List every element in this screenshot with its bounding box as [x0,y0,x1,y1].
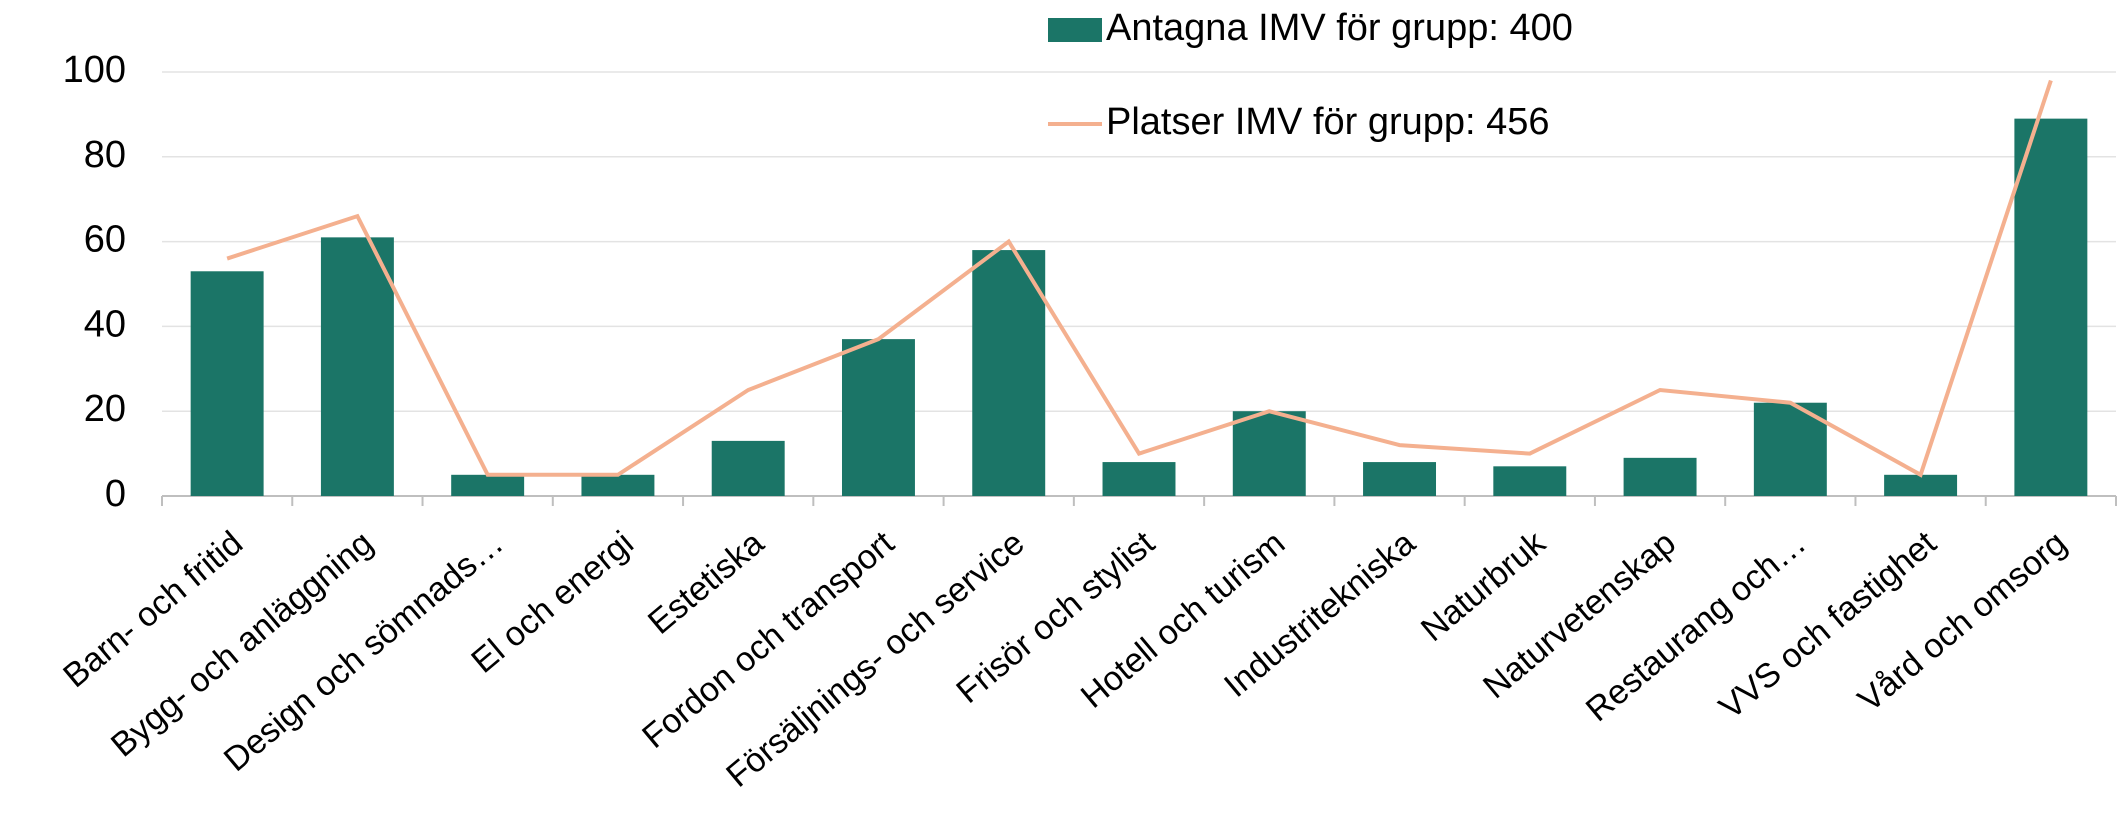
bar [320,237,394,497]
x-tick-label: Estetiska [641,524,771,642]
y-tick-label: 0 [105,473,126,515]
y-tick-label: 20 [84,388,126,430]
y-tick-label: 60 [84,219,126,261]
line [226,79,2053,478]
bar [1363,462,1437,496]
bar [1884,474,1958,496]
legend-swatch [1048,18,1102,42]
bar [190,271,264,496]
bar [1493,466,1567,496]
bar [972,250,1046,496]
legend-label: Antagna IMV för grupp: 400 [1106,7,1573,49]
bar [711,440,785,496]
bar [1232,411,1306,496]
x-tick-label: Restaurang och… [1579,524,1813,729]
x-tick-label: Fordon och transport [635,524,902,756]
bar [2014,118,2088,496]
legend-label: Platser IMV för grupp: 456 [1106,101,1550,143]
bar [1102,462,1176,496]
y-tick-label: 40 [84,303,126,345]
bar [451,474,525,496]
bar [841,339,915,496]
bar [581,474,655,496]
bar [1623,457,1697,496]
y-tick-label: 100 [63,49,126,91]
y-tick-label: 80 [84,134,126,176]
x-tick-label: VVS och fastighet [1712,524,1944,727]
